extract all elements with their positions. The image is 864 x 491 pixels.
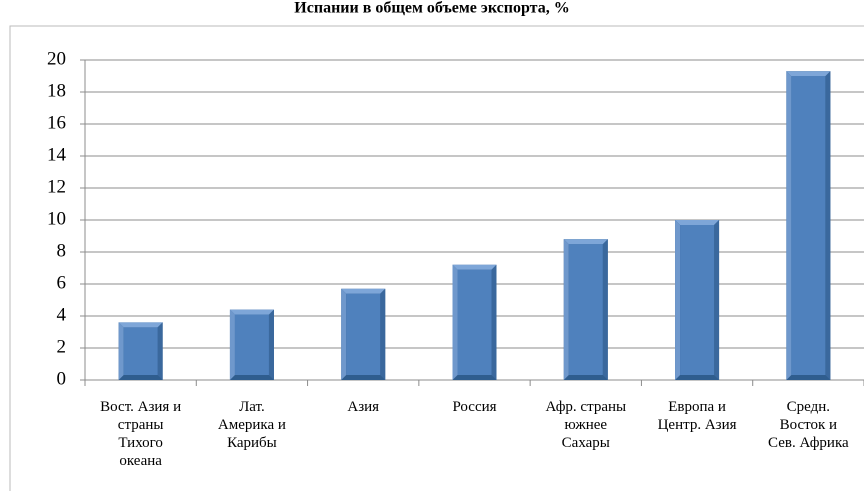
y-tick-label: 6	[57, 272, 67, 293]
x-tick-label: Европа и Центр. Азия	[658, 399, 737, 433]
y-tick-label: 2	[57, 336, 67, 357]
bar-bevel	[563, 239, 608, 245]
y-tick-label: 0	[57, 368, 67, 389]
y-tick-label: 8	[57, 240, 67, 261]
x-tick-label: Афр. страны южнее Сахары	[545, 399, 626, 451]
y-tick-label: 20	[47, 48, 66, 69]
bar-bevel	[786, 71, 792, 380]
bar-bevel	[380, 288, 386, 380]
x-tick-label: Вост. Азия и страны Тихого океана	[100, 399, 181, 469]
bar-bevel	[452, 264, 458, 380]
bar-face	[457, 269, 492, 375]
bar-bevel	[563, 239, 569, 380]
bar-face	[680, 225, 715, 375]
bar-bevel	[491, 264, 497, 380]
bar-bevel	[157, 322, 163, 380]
bar-bevel	[118, 322, 163, 328]
y-tick-label: 12	[47, 176, 66, 197]
bar-face	[346, 293, 381, 375]
x-tick-label: Россия	[452, 399, 496, 415]
bar-bevel	[268, 309, 274, 380]
bar-bevel	[675, 220, 720, 225]
chart-title: Испании в общем объеме экспорта, %	[294, 0, 569, 17]
bar-bevel	[786, 71, 831, 77]
bar-face	[568, 244, 603, 375]
bar-bevel	[341, 288, 347, 380]
bar-bevel	[825, 71, 831, 380]
bar-bevel	[118, 322, 124, 380]
bar-bevel	[229, 309, 274, 315]
y-tick-label: 10	[47, 208, 66, 229]
x-tick-label: Средн. Восток и Сев. Африка	[768, 399, 849, 451]
bar-face	[791, 76, 826, 375]
y-tick-label: 18	[47, 80, 66, 101]
x-tick-label: Азия	[347, 399, 379, 415]
bar-bevel	[341, 288, 386, 294]
chart-frame	[9, 25, 864, 491]
bar-bevel	[675, 220, 681, 380]
y-tick-label: 16	[47, 112, 66, 133]
bar-bevel	[602, 239, 608, 380]
bar-bevel	[229, 309, 235, 380]
bar-face	[234, 314, 269, 375]
x-tick-label: Лат. Америка и Карибы	[218, 399, 286, 451]
y-tick-label: 14	[47, 144, 67, 165]
bar-face	[123, 327, 158, 375]
y-tick-label: 4	[57, 304, 67, 325]
bar-bevel	[714, 220, 720, 380]
bar-bevel	[452, 264, 497, 270]
